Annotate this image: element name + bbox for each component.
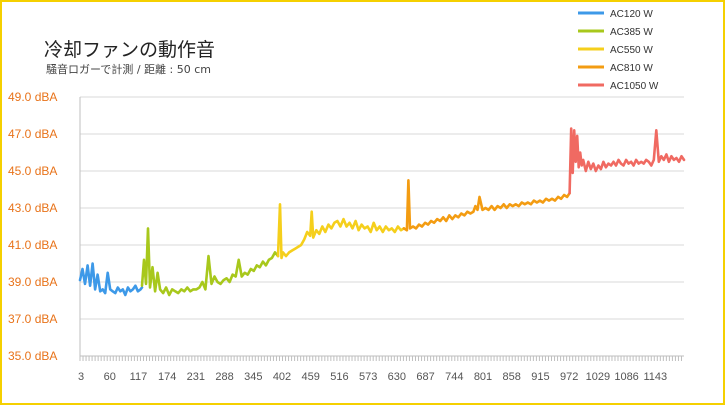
- legend-label: AC1050 W: [610, 81, 659, 92]
- x-tick-label: 573: [359, 371, 377, 383]
- x-tick-label: 60: [104, 371, 116, 383]
- y-tick-label: 43.0 dBA: [8, 201, 57, 215]
- x-tick-label: 3: [78, 371, 84, 383]
- series-line: [402, 179, 571, 232]
- legend-label: AC550 W: [610, 45, 653, 56]
- legend-label: AC385 W: [610, 27, 653, 38]
- legend-label: AC120 W: [610, 9, 653, 20]
- y-tick-label: 35.0 dBA: [8, 349, 57, 363]
- x-tick-label: 858: [503, 371, 521, 383]
- x-tick-label: 687: [416, 371, 434, 383]
- chart-subtitle: 騒音ロガーで計測 / 距離 : 50 cm: [46, 63, 211, 76]
- x-tick-label: 744: [445, 371, 463, 383]
- x-tick-label: 402: [273, 371, 291, 383]
- y-tick-label: 37.0 dBA: [8, 312, 57, 326]
- y-tick-label: 49.0 dBA: [8, 90, 57, 104]
- x-tick-label: 231: [187, 371, 205, 383]
- legend-label: AC810 W: [610, 63, 653, 74]
- chart-title: 冷却ファンの動作音: [44, 39, 216, 61]
- x-tick-label: 174: [158, 371, 176, 383]
- x-tick-label: 516: [330, 371, 348, 383]
- series-line: [276, 203, 406, 260]
- x-tick-label: 915: [531, 371, 549, 383]
- x-tick-label: 1086: [614, 371, 638, 383]
- x-tick-label: 1143: [643, 371, 667, 383]
- x-tick-label: 345: [244, 371, 262, 383]
- x-tick-label: 1029: [586, 371, 610, 383]
- series-line: [140, 227, 280, 297]
- x-tick-label: 972: [560, 371, 578, 383]
- series-line: [568, 127, 686, 195]
- series-line: [78, 262, 144, 297]
- y-tick-label: 47.0 dBA: [8, 127, 57, 141]
- y-tick-label: 39.0 dBA: [8, 275, 57, 289]
- y-tick-label: 41.0 dBA: [8, 238, 57, 252]
- x-tick-label: 801: [474, 371, 492, 383]
- x-tick-label: 288: [215, 371, 233, 383]
- x-tick-label: 459: [302, 371, 320, 383]
- y-tick-label: 45.0 dBA: [8, 164, 57, 178]
- x-tick-label: 630: [388, 371, 406, 383]
- x-tick-label: 117: [130, 371, 148, 383]
